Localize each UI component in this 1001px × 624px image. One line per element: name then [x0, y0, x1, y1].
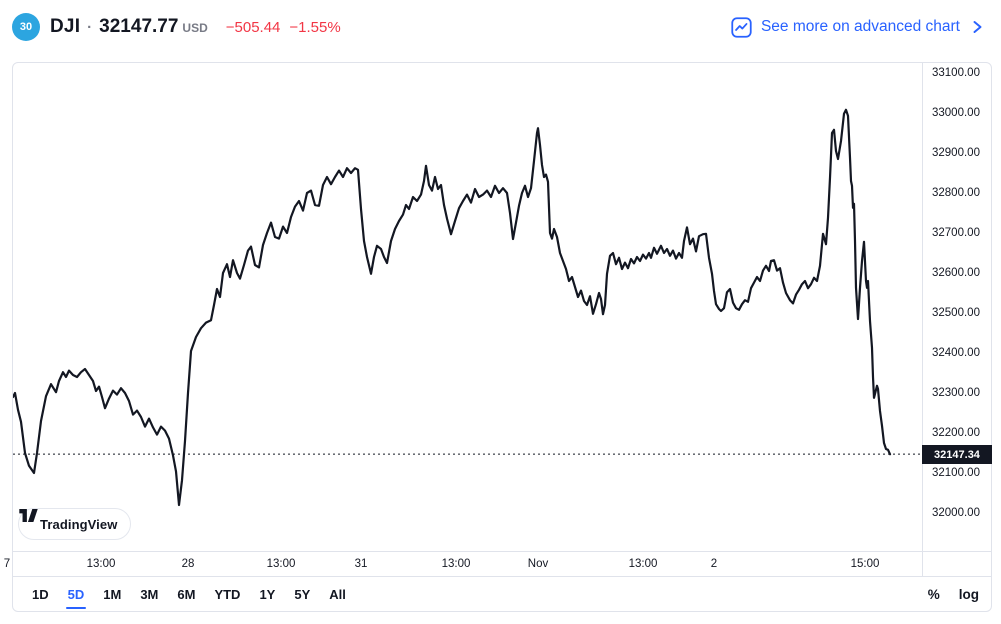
y-axis-tick: 32300.00 — [932, 387, 980, 399]
scale-button-log[interactable]: log — [958, 587, 979, 602]
chevron-right-icon — [969, 18, 985, 36]
y-axis-tick: 32400.00 — [932, 347, 980, 359]
y-axis[interactable]: 33100.00 33000.00 32900.00 32800.00 32700.00… — [922, 63, 992, 576]
y-axis-tick: 32000.00 — [932, 507, 980, 519]
chart-widget-panel: TradingView 33100.00 33000.00 32900.00 3280… — [4, 62, 992, 612]
x-axis-tick: 2 — [710, 558, 718, 570]
symbol-logo-badge: 30 — [12, 13, 40, 41]
advanced-chart-link[interactable]: See more on advanced chart — [731, 0, 985, 54]
advanced-chart-link-label: See more on advanced chart — [760, 18, 960, 35]
y-axis-tick: 32800.00 — [932, 187, 980, 199]
price-polyline — [13, 108, 892, 507]
x-axis-tick: 15:00 — [850, 558, 880, 570]
range-button-1y[interactable]: 1Y — [259, 587, 276, 602]
y-axis-tick: 33000.00 — [932, 107, 980, 119]
range-button-all[interactable]: All — [329, 587, 346, 602]
y-axis-tick: 32600.00 — [932, 267, 980, 279]
scale-buttons: % log — [927, 585, 980, 604]
change-absolute: −505.44 — [225, 19, 281, 36]
range-button-6m[interactable]: 6M — [177, 587, 196, 602]
x-axis-tick: 13:00 — [266, 558, 296, 570]
range-button-ytd[interactable]: YTD — [214, 587, 241, 602]
range-button-1d[interactable]: 1D — [32, 587, 49, 602]
last-price-label: 32147.34 — [922, 445, 992, 464]
range-buttons: 1D 5D 1M 3M 6M YTD 1Y 5Y All — [30, 585, 363, 609]
separator-dot: · — [87, 19, 93, 36]
last-price: 32147.77 — [99, 16, 179, 37]
x-axis-tick: 28 — [181, 558, 195, 570]
bottom-toolbar: 1D 5D 1M 3M 6M YTD 1Y 5Y All % log — [13, 576, 992, 612]
x-axis[interactable]: 7 13:00 28 13:00 31 13:00 Nov 13:00 2 15:00 — [4, 551, 992, 576]
currency-label: USD — [182, 21, 208, 35]
y-axis-tick: 33100.00 — [932, 67, 980, 79]
y-axis-tick: 32900.00 — [932, 147, 980, 159]
symbol-header: 30 DJI · 32147.77 USD −505.44 −1.55% See… — [0, 0, 1001, 54]
range-button-1m[interactable]: 1M — [103, 587, 122, 602]
x-axis-tick: 13:00 — [441, 558, 471, 570]
y-axis-tick: 32700.00 — [932, 227, 980, 239]
range-button-5d[interactable]: 5D — [65, 587, 86, 609]
y-axis-tick: 32500.00 — [932, 307, 980, 319]
plot-area[interactable]: TradingView — [13, 63, 922, 551]
tradingview-attribution[interactable]: TradingView — [18, 508, 132, 540]
x-axis-tick: 31 — [354, 558, 368, 570]
y-axis-tick: 32100.00 — [932, 467, 980, 479]
price-change: −505.44 −1.55% — [226, 19, 341, 36]
x-axis-tick: 13:00 — [628, 558, 658, 570]
range-button-5y[interactable]: 5Y — [294, 587, 311, 602]
price-line-svg — [13, 108, 922, 507]
range-button-3m[interactable]: 3M — [140, 587, 159, 602]
x-axis-tick: 13:00 — [86, 558, 116, 570]
x-axis-tick: Nov — [527, 558, 549, 570]
symbol-name: DJI — [50, 16, 81, 37]
x-axis-tick: 7 — [3, 558, 11, 570]
change-percent: −1.55% — [289, 19, 341, 36]
mini-chart-icon — [731, 16, 752, 38]
y-axis-tick: 32200.00 — [932, 427, 980, 439]
scale-button-percent[interactable]: % — [927, 587, 940, 602]
tradingview-attribution-label: TradingView — [40, 516, 118, 532]
